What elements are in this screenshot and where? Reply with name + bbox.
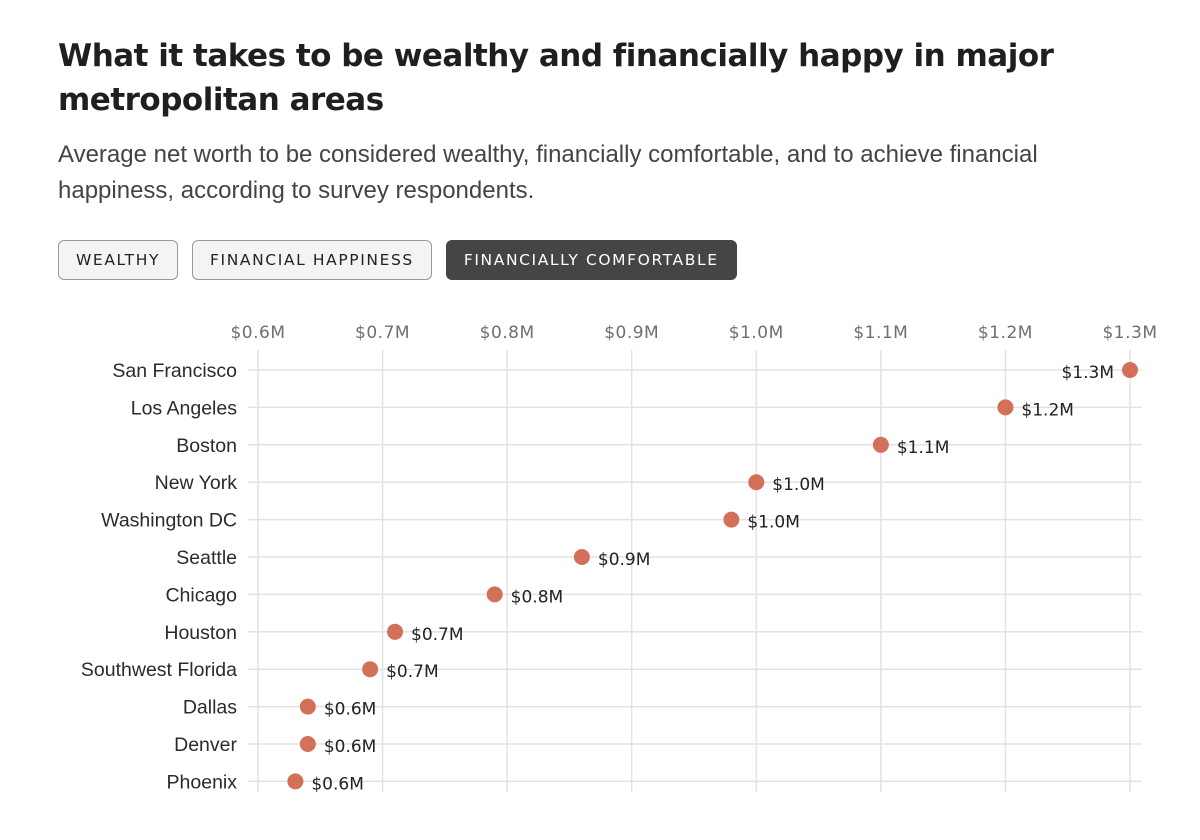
city-label: Seattle [176, 547, 237, 569]
data-value-label: $1.2M [1021, 400, 1074, 420]
data-value-label: $0.8M [511, 587, 564, 607]
financial-happiness-toggle-button[interactable]: FINANCIAL HAPPINESS [192, 240, 432, 280]
data-point[interactable] [872, 436, 889, 453]
x-tick-label: $0.7M [355, 323, 410, 343]
city-label: Dallas [183, 697, 237, 719]
data-point[interactable] [748, 474, 765, 491]
grid-lines [248, 350, 1142, 792]
chart-title: What it takes to be wealthy and financia… [58, 38, 1054, 118]
data-point[interactable] [299, 736, 316, 752]
data-value-label: $1.1M [897, 438, 950, 458]
data-point[interactable] [723, 511, 740, 528]
chart-subtitle: Average net worth to be considered wealt… [58, 141, 1038, 204]
data-value-label: $0.9M [598, 550, 651, 570]
data-point[interactable] [362, 661, 379, 678]
data-value-labels: $1.3M $1.2M $1.1M $1.0M $1.0M $0.9M $0.8M $0.7M… [311, 363, 1114, 794]
x-tick-label: $1.2M [978, 323, 1033, 343]
dot-plot-chart: $0.6M $0.7M $0.8M $0.9M $1.0M $1.1M $1.2M $1.3M… [81, 323, 1157, 794]
data-point[interactable] [287, 773, 304, 790]
x-tick-label: $0.8M [480, 323, 535, 343]
metric-toggle-group: WEALTHY FINANCIAL HAPPINESS FINANCIALLY … [58, 240, 737, 280]
data-value-label: $0.6M [324, 737, 377, 757]
x-tick-label: $1.0M [729, 323, 784, 343]
city-label: Chicago [165, 584, 237, 606]
wealthy-toggle-button[interactable]: WEALTHY [58, 240, 179, 280]
city-label: Boston [176, 435, 237, 457]
x-tick-label: $0.6M [230, 323, 285, 343]
data-value-label: $0.7M [386, 662, 439, 682]
data-value-label: $0.6M [311, 774, 364, 794]
x-tick-label: $0.9M [604, 323, 659, 343]
data-point[interactable] [486, 586, 503, 603]
data-point[interactable] [573, 549, 590, 565]
data-value-label: $1.0M [772, 475, 825, 495]
x-tick-label: $1.3M [1102, 323, 1157, 343]
data-point[interactable] [387, 623, 404, 640]
city-label: Los Angeles [131, 397, 238, 419]
city-label: Southwest Florida [81, 659, 237, 681]
data-value-label: $0.7M [411, 625, 464, 645]
city-label: Washington DC [101, 510, 237, 532]
financially-comfortable-toggle-button[interactable]: FINANCIALLY COMFORTABLE [445, 240, 737, 280]
city-label: New York [155, 472, 238, 494]
data-point[interactable] [1122, 362, 1138, 378]
data-value-label: $1.3M [1061, 363, 1114, 383]
city-label: San Francisco [112, 360, 237, 382]
data-point[interactable] [299, 698, 316, 715]
data-points [287, 362, 1138, 790]
data-value-label: $1.0M [747, 513, 800, 533]
city-label: Denver [174, 734, 237, 756]
y-axis-city-labels: San Francisco Los Angeles Boston New York Wa… [81, 360, 238, 793]
x-tick-label: $1.1M [853, 323, 908, 343]
data-point[interactable] [997, 399, 1014, 416]
x-axis-ticks: $0.6M $0.7M $0.8M $0.9M $1.0M $1.1M $1.2M $1.3M [230, 323, 1157, 343]
city-label: Phoenix [167, 771, 238, 793]
data-value-label: $0.6M [324, 700, 377, 720]
city-label: Houston [164, 622, 237, 644]
